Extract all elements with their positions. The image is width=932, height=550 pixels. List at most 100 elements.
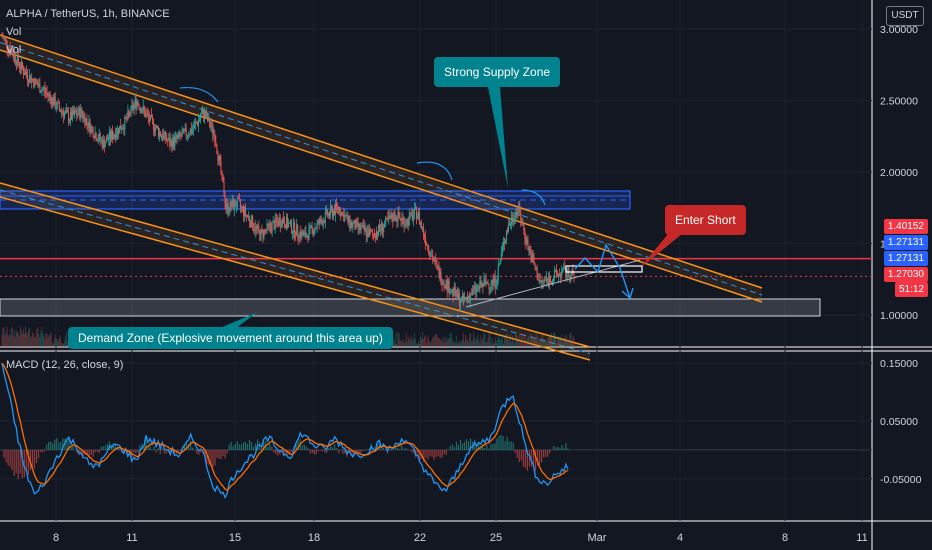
volume-bar [55,339,57,347]
candle-body [559,274,561,276]
volume-bar [27,334,29,347]
candle-body [226,203,228,209]
volume-bar [446,340,448,347]
volume-bar [403,339,405,347]
candle-body [4,38,6,40]
candle-body [58,102,60,109]
candle-body [309,225,311,229]
candle-body [310,225,312,227]
volume-bar [487,337,489,347]
candle-body [22,68,24,75]
volume-bar [442,342,444,347]
candle-body [6,40,8,49]
candle-body [550,281,552,285]
volume-bar [529,343,531,347]
volume-bar [411,338,413,347]
macd-histogram-bar [545,449,547,457]
candle-body [24,74,26,76]
macd-histogram-bar [551,449,553,451]
macd-histogram-bar [407,449,409,451]
macd-histogram-bar [342,449,344,454]
candle-body [219,155,221,162]
macd-histogram-bar [271,446,273,450]
candle-body [347,215,349,222]
macd-histogram-bar [543,449,545,458]
candle-body [343,212,345,221]
candle-body [46,92,48,94]
candle-body [365,227,367,237]
candle-body [323,220,325,223]
macd-histogram-bar [315,449,318,455]
volume-bar [49,335,51,347]
candle-body [305,231,307,238]
volume-bar [549,337,551,347]
candle-body [443,282,445,285]
volume-bar [459,343,461,347]
volume-bar [436,334,438,347]
enter-short-callout[interactable]: Enter Short [665,205,746,235]
volume-label[interactable]: Vol [6,26,22,38]
candle-body [19,67,21,69]
macd-histogram-bar [465,439,468,450]
volume-bar [546,340,548,347]
candle-body [95,133,97,141]
candle-body [152,119,154,131]
candle-body [370,230,372,232]
candle-body [468,295,470,299]
candle-body [561,271,563,278]
macd-histogram-bar [190,440,192,450]
symbol-title[interactable]: ALPHA / TetherUS, 1h, BINANCE [6,8,170,20]
volume-bar [471,341,473,347]
macd-tick-label: 0.05000 [880,416,918,428]
candle-body [385,217,387,225]
candle-body [297,225,299,236]
enter-short-text: Enter Short [675,213,736,227]
macd-histogram-bar [516,449,518,458]
candle-body [120,125,122,130]
volume-bar [551,340,553,347]
candle-body [11,50,13,56]
macd-histogram-bar [336,448,338,450]
macd-histogram-bar [153,446,155,450]
volume-bar [519,333,521,347]
candle-body [257,225,259,229]
macd-histogram-bar [358,449,360,453]
currency-button[interactable]: USDT [886,6,924,26]
volume-label-2[interactable]: Vol [6,44,22,56]
candle-body [91,126,93,129]
candle-body [549,276,551,282]
macd-histogram-bar [362,449,364,451]
macd-histogram-bar [240,444,242,450]
candle-body [80,108,82,119]
candle-body [467,297,469,299]
candle-body [345,215,347,217]
candle-body [38,83,40,86]
macd-histogram-bar [455,441,457,450]
macd-label[interactable]: MACD (12, 26, close, 9) [6,359,124,371]
candle-body [54,96,56,109]
candle-body [123,127,125,130]
candle-body [531,254,533,262]
price-badge-top: 1.40152 [883,219,928,234]
candle-body [277,221,279,226]
macd-histogram-bar [151,449,153,451]
candle-body [102,139,104,148]
candle-body [558,274,560,277]
volume-bar [392,334,394,347]
demand-zone-callout[interactable]: Demand Zone (Explosive movement around t… [68,327,393,349]
candle-body [490,285,492,288]
volume-bar [516,335,518,347]
candle-body [264,229,266,231]
volume-bar [59,335,61,347]
macd-histogram-bar [486,444,488,450]
candle-body [536,267,538,279]
supply-zone-callout[interactable]: Strong Supply Zone [434,57,561,87]
macd-histogram-bar [80,449,82,454]
macd-histogram-bar [204,449,206,457]
macd-histogram-bar [334,444,336,450]
volume-bar [528,335,530,347]
candle-body [244,207,246,216]
candle-body [521,221,523,225]
macd-histogram-bar [567,448,569,450]
